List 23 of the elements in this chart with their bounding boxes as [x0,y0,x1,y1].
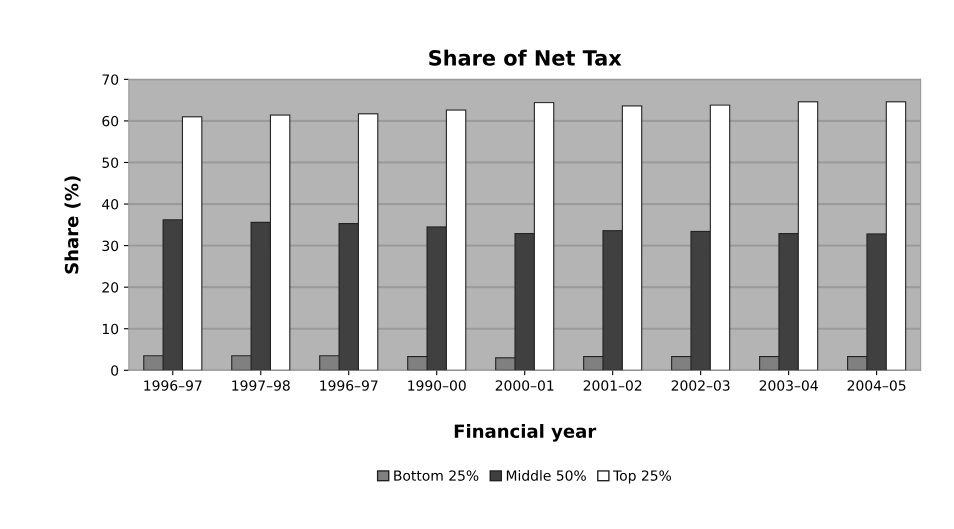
x-tick-label: 1990–00 [408,380,466,391]
x-tick-label: 2004–05 [848,380,906,391]
x-tick-label: 2003–04 [760,380,818,391]
y-tick-label: 20 [102,282,118,293]
y-tick-label: 0 [111,365,118,376]
x-tick-label: 2002–03 [672,380,730,391]
y-tick-label: 50 [102,157,118,168]
y-tick-label: 70 [102,74,118,85]
x-axis-title: Financial year [454,424,596,442]
x-tick-label: 1997–98 [232,380,290,391]
x-tick-label: 2000–01 [496,380,554,391]
x-tick-label: 2001–02 [584,380,642,391]
y-tick-label: 40 [102,199,118,210]
y-tick-label: 30 [102,240,118,252]
y-tick-label: 60 [102,116,118,126]
legend-label: Middle 50% [506,470,586,481]
legend-label: Top 25% [613,470,672,484]
y-axis-title: Share (%) [64,176,81,274]
legend-label: Bottom 25% [394,470,478,481]
chart-title: Share of Net Tax [429,50,622,66]
y-tick-label: 10 [102,324,118,334]
x-tick-label: 1996–97 [320,380,378,391]
x-tick-label: 1996–97 [144,380,202,391]
